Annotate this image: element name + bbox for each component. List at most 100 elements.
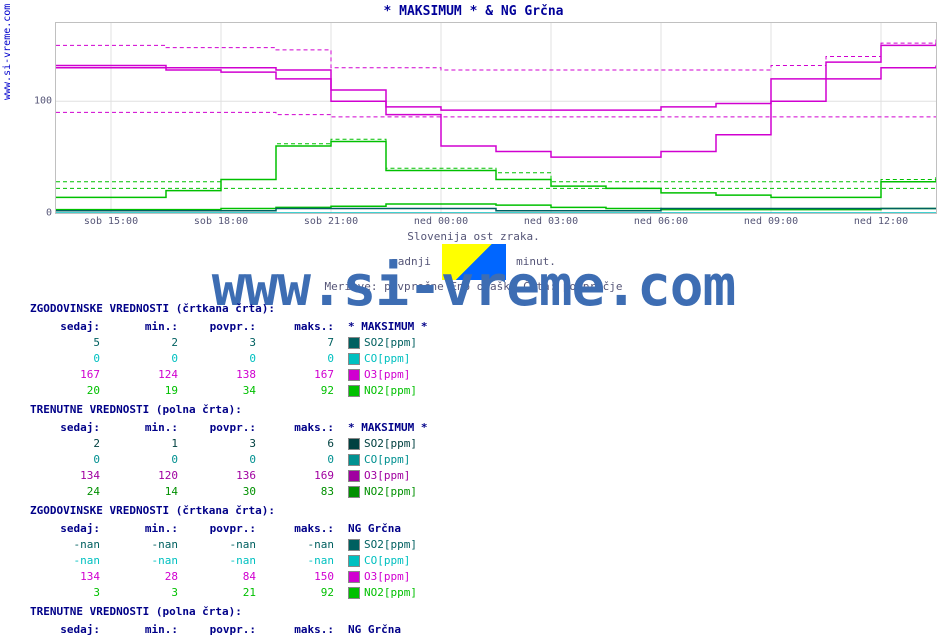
table-cell: 134 — [30, 468, 108, 484]
color-swatch-icon — [348, 369, 360, 381]
table-header-cell: sedaj: — [30, 622, 108, 638]
series-label-text: NO2[ppm] — [364, 485, 417, 498]
table-row: 5237SO2[ppm] — [30, 335, 478, 351]
table-cell: 28 — [108, 569, 186, 585]
table-cell: 120 — [108, 468, 186, 484]
table-cell: -nan — [108, 537, 186, 553]
color-swatch-icon — [348, 337, 360, 349]
caption-line-2a: zadnji — [391, 255, 431, 268]
table-row: 332192NO2[ppm] — [30, 585, 478, 601]
table-cell: 92 — [264, 585, 342, 601]
table-cell: -nan — [186, 537, 264, 553]
series-label: O3[ppm] — [342, 468, 478, 484]
series-label: CO[ppm] — [342, 553, 478, 569]
table-cell: 150 — [264, 569, 342, 585]
table-cell: 0 — [30, 452, 108, 468]
color-swatch-icon — [348, 486, 360, 498]
series-label: NO2[ppm] — [342, 484, 478, 500]
series-label-text: O3[ppm] — [364, 368, 410, 381]
table-cell: 3 — [108, 585, 186, 601]
table-title: TRENUTNE VREDNOSTI (polna črta): — [30, 605, 478, 618]
table-cell: 0 — [264, 452, 342, 468]
chart-title: * MAKSIMUM * & NG Grčna — [0, 4, 947, 19]
series-label-text: SO2[ppm] — [364, 336, 417, 349]
chart-caption: Slovenija ost zraka. zadnji minut. Merit… — [0, 230, 947, 294]
table-cell: 6 — [264, 436, 342, 452]
page: * MAKSIMUM * & NG Grčna www.si-vreme.com… — [0, 0, 947, 640]
table-cell: 21 — [186, 585, 264, 601]
table-cell: -nan — [108, 553, 186, 569]
table-cell: 14 — [108, 484, 186, 500]
x-tick: sob 18:00 — [194, 216, 248, 227]
caption-line-2b: minut. — [516, 255, 556, 268]
table-cell: 34 — [186, 383, 264, 399]
table-row: 24143083NO2[ppm] — [30, 484, 478, 500]
table-row: 0000CO[ppm] — [30, 351, 478, 367]
series-label-text: NO2[ppm] — [364, 384, 417, 397]
color-swatch-icon — [348, 353, 360, 365]
table-cell: 167 — [30, 367, 108, 383]
table-row: -nan-nan-nan-nanCO[ppm] — [30, 553, 478, 569]
series-label-text: NO2[ppm] — [364, 586, 417, 599]
table-cell: 1 — [108, 436, 186, 452]
series-label: O3[ppm] — [342, 569, 478, 585]
series-label-text: O3[ppm] — [364, 469, 410, 482]
table-cell: -nan — [30, 537, 108, 553]
table-cell: 3 — [186, 335, 264, 351]
table-header-cell: maks.: — [264, 420, 342, 436]
table-cell: 92 — [264, 383, 342, 399]
table-title: ZGODOVINSKE VREDNOSTI (črtkana črta): — [30, 302, 478, 315]
line-chart: 0100sob 15:00sob 18:00sob 21:00ned 00:00… — [55, 22, 937, 214]
color-swatch-icon — [348, 438, 360, 450]
table-title: ZGODOVINSKE VREDNOSTI (črtkana črta): — [30, 504, 478, 517]
table-cell: 169 — [264, 468, 342, 484]
table-cell: -nan — [264, 553, 342, 569]
series-label: NO2[ppm] — [342, 585, 478, 601]
caption-line-3: Meritve: povprečne Eno osaške Črta: povp… — [324, 280, 622, 293]
table-header-cell: sedaj: — [30, 521, 108, 537]
table-header-row: sedaj:min.:povpr.:maks.:* MAKSIMUM * — [30, 420, 478, 436]
table-cell: 2 — [30, 436, 108, 452]
table-cell: 24 — [30, 484, 108, 500]
table-header-cell: povpr.: — [186, 420, 264, 436]
series-label: SO2[ppm] — [342, 537, 478, 553]
x-tick: ned 12:00 — [854, 216, 908, 227]
y-tick: 100 — [28, 96, 52, 107]
x-tick: sob 15:00 — [84, 216, 138, 227]
table-cell: 7 — [264, 335, 342, 351]
series-label: NO2[ppm] — [342, 383, 478, 399]
series-label: SO2[ppm] — [342, 335, 478, 351]
table-cell: 0 — [108, 351, 186, 367]
color-swatch-icon — [348, 385, 360, 397]
x-tick: ned 03:00 — [524, 216, 578, 227]
table-row: 167124138167O3[ppm] — [30, 367, 478, 383]
table-header-cell: min.: — [108, 521, 186, 537]
table-header-label: NG Grčna — [342, 521, 478, 537]
table-cell: 124 — [108, 367, 186, 383]
series-label-text: SO2[ppm] — [364, 437, 417, 450]
table-header-cell: min.: — [108, 319, 186, 335]
table-cell: 138 — [186, 367, 264, 383]
table-cell: 30 — [186, 484, 264, 500]
table-cell: 0 — [30, 351, 108, 367]
table-header-cell: sedaj: — [30, 319, 108, 335]
x-tick: ned 06:00 — [634, 216, 688, 227]
table-header-cell: sedaj: — [30, 420, 108, 436]
table-header-cell: povpr.: — [186, 521, 264, 537]
table-title: TRENUTNE VREDNOSTI (polna črta): — [30, 403, 478, 416]
table-header-label: * MAKSIMUM * — [342, 319, 478, 335]
color-swatch-icon — [348, 454, 360, 466]
table-row: 1342884150O3[ppm] — [30, 569, 478, 585]
color-swatch-icon — [348, 587, 360, 599]
table-row: 0000CO[ppm] — [30, 452, 478, 468]
x-tick: ned 00:00 — [414, 216, 468, 227]
table-header-cell: maks.: — [264, 622, 342, 638]
x-tick: sob 21:00 — [304, 216, 358, 227]
table-cell: -nan — [264, 537, 342, 553]
table-header-row: sedaj:min.:povpr.:maks.:* MAKSIMUM * — [30, 319, 478, 335]
series-label-text: SO2[ppm] — [364, 538, 417, 551]
table-header-cell: min.: — [108, 420, 186, 436]
color-swatch-icon — [348, 571, 360, 583]
table-cell: 167 — [264, 367, 342, 383]
table-cell: 136 — [186, 468, 264, 484]
